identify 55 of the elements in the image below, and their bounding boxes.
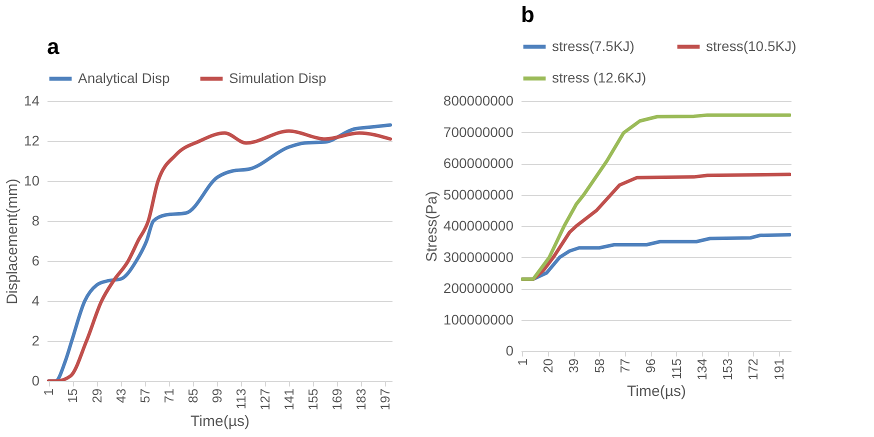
y-tick-label: 10: [24, 172, 40, 188]
y-tick-label: 300000000: [443, 248, 514, 265]
y-axis-title: Stress(Pa): [423, 191, 440, 262]
chart-title: a: [47, 34, 60, 59]
x-tick-label: 169: [330, 388, 345, 410]
x-tick-label: 96: [643, 358, 658, 373]
legend-label: Analytical Disp: [78, 70, 170, 86]
x-tick-label: 85: [185, 388, 200, 403]
y-tick-label: 4: [32, 292, 40, 308]
y-tick-label: 8: [32, 212, 40, 228]
x-tick-label: 134: [694, 358, 710, 380]
x-tick-label: 99: [209, 388, 224, 403]
x-axis-title: Time(µs): [190, 413, 250, 430]
x-tick-label: 183: [354, 388, 369, 410]
x-tick-label: 172: [746, 358, 761, 380]
y-tick-label: 400000000: [443, 218, 514, 234]
y-tick-label: 100000000: [443, 311, 514, 328]
x-tick-label: 71: [161, 388, 176, 403]
x-tick-label: 1: [514, 358, 530, 366]
y-tick-label: 0: [506, 342, 514, 358]
y-tick-label: 200000000: [443, 280, 514, 296]
x-tick-label: 58: [592, 358, 607, 373]
x-tick-label: 113: [233, 388, 248, 410]
x-tick-label: 155: [306, 388, 321, 410]
y-tick-label: 14: [24, 92, 40, 108]
x-tick-label: 43: [113, 388, 128, 403]
y-tick-label: 0: [32, 372, 40, 388]
y-axis-title: Displacement(mm): [4, 178, 21, 304]
chart-title: b: [521, 2, 534, 27]
line-series: [521, 113, 791, 281]
legend-label: Simulation Disp: [229, 70, 326, 86]
x-tick-label: 141: [282, 388, 297, 410]
legend-label: stress(10.5KJ): [706, 38, 796, 54]
x-tick-label: 15: [65, 388, 80, 403]
x-tick-label: 39: [566, 358, 582, 373]
x-tick-label: 115: [668, 358, 684, 380]
x-tick-label: 77: [617, 358, 632, 373]
x-axis-title: Time(µs): [627, 383, 686, 400]
y-tick-label: 500000000: [443, 186, 514, 202]
y-tick-label: 2: [32, 332, 40, 348]
legend-label: stress (12.6KJ): [552, 70, 646, 86]
x-tick-label: 197: [378, 388, 393, 410]
x-tick-label: 127: [257, 388, 272, 410]
x-tick-label: 153: [720, 358, 736, 380]
x-tick-label: 29: [89, 388, 104, 403]
y-tick-label: 700000000: [443, 124, 514, 140]
x-tick-label: 191: [771, 358, 786, 380]
y-tick-label: 600000000: [443, 155, 514, 171]
legend-label: stress(7.5KJ): [552, 38, 634, 54]
x-tick-label: 57: [137, 388, 152, 403]
y-tick-label: 800000000: [443, 92, 514, 108]
y-tick-label: 6: [32, 252, 40, 268]
x-tick-label: 1: [41, 388, 56, 396]
x-tick-label: 20: [540, 358, 556, 373]
y-tick-label: 12: [24, 132, 40, 148]
